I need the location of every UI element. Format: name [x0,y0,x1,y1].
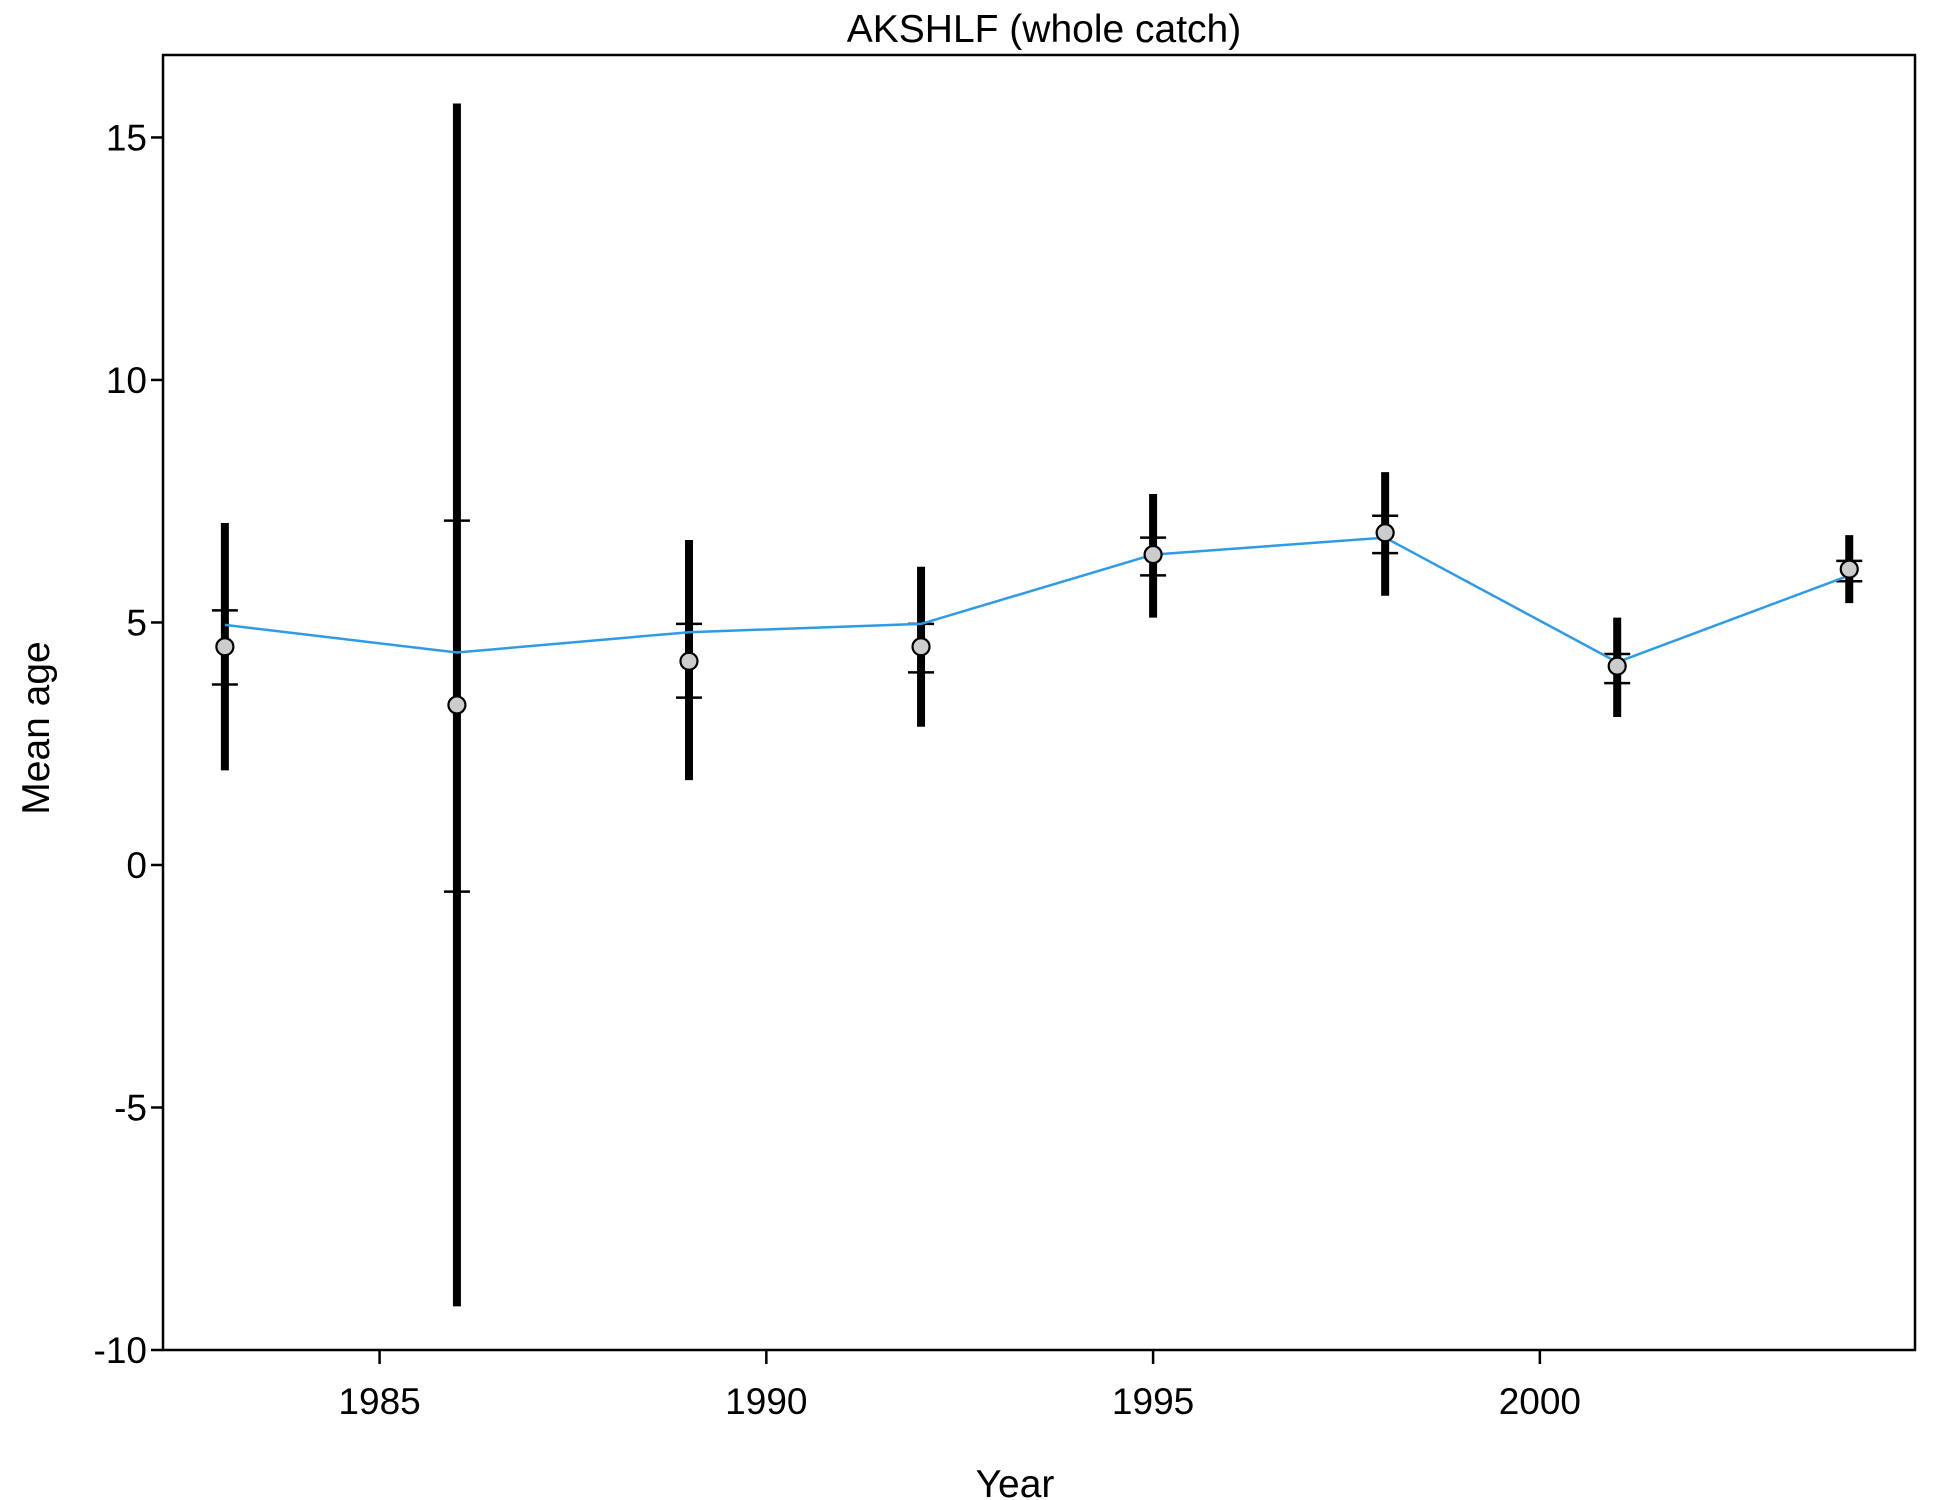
y-axis-label: Mean age [15,641,58,814]
observed-point [679,651,699,671]
observed-point [1607,656,1627,676]
x-axis-label: Year [976,1463,1055,1500]
expected-series [224,536,1850,664]
y-tick-label: 15 [106,117,147,158]
y-tick-label: 0 [126,845,147,886]
x-axis: 1985 1990 1995 2000 [338,1350,1581,1422]
y-axis: 15 10 5 0 -5 -10 [94,117,163,1371]
observed-point [215,637,235,657]
observed-point [447,695,467,715]
plot-frame [161,53,1917,1352]
observed-point [1839,559,1859,579]
x-tick-label: 2000 [1499,1381,1581,1422]
y-tick-label: -5 [114,1087,147,1128]
y-tick-label: 5 [126,602,147,643]
y-tick-label: -10 [94,1330,147,1371]
x-tick-label: 1990 [725,1381,807,1422]
observed-point [1143,544,1163,565]
y-tick-label: 10 [106,360,147,401]
x-tick-label: 1995 [1112,1381,1194,1422]
observed-point [911,637,931,657]
observed-point [1375,523,1395,543]
expected-line [224,536,1850,664]
observed-series [215,523,1859,715]
chart-title: AKSHLF (whole catch) [847,8,1241,51]
x-tick-label: 1985 [338,1381,420,1422]
